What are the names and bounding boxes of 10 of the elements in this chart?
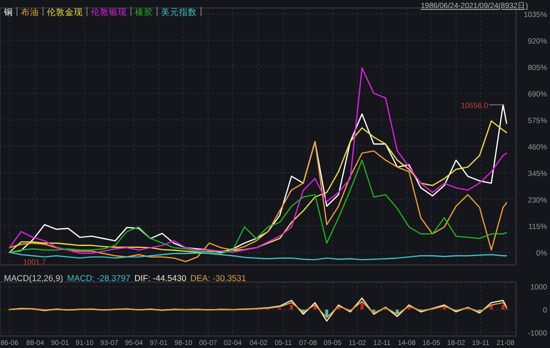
text: 橡胶	[135, 7, 153, 17]
text: 布油	[21, 7, 39, 17]
text: 美元指数	[161, 7, 197, 17]
text: 伦敦金现	[47, 7, 83, 17]
text: 铜	[3, 7, 13, 17]
text: DIF: -44.5430	[134, 273, 187, 283]
text: 伦敦银现	[91, 7, 127, 17]
text: DEA: -30.3531	[190, 273, 246, 283]
text: MACD: -28.3797	[67, 273, 131, 283]
chart-title: MACD(12,26,9)	[4, 273, 64, 283]
